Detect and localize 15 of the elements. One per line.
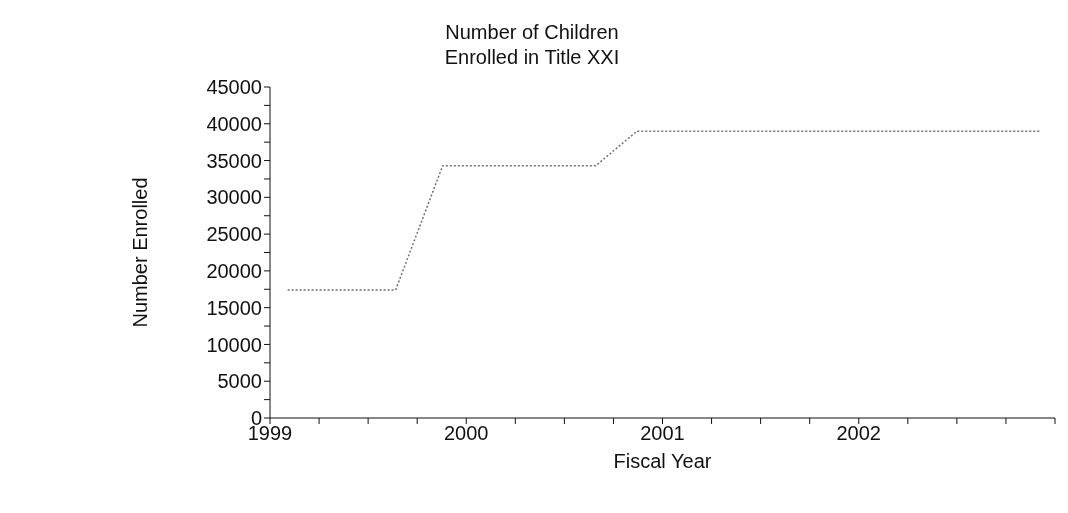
y-tick-label: 40000 [206,112,262,135]
y-tick-label: 45000 [206,76,262,99]
y-tick-label: 5000 [217,370,262,393]
y-tick-label: 35000 [206,149,262,172]
y-tick-label: 10000 [206,333,262,356]
y-tick-label: 20000 [206,259,262,282]
chart-title: Number of Children Enrolled in Title XXI [443,20,621,70]
x-tick-label: 2002 [836,422,881,445]
y-axis-title: Number Enrolled [129,177,152,328]
y-tick-label: 30000 [206,186,262,209]
x-axis-title: Fiscal Year [613,450,712,472]
y-tick-label: 25000 [206,223,262,246]
y-tick-label: 15000 [206,296,262,319]
x-tick-label: 2000 [444,422,489,445]
x-tick-label: 2001 [640,422,685,445]
